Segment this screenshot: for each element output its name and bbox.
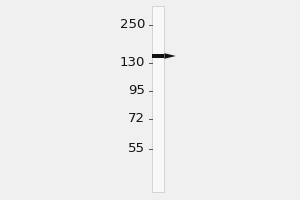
- Text: 55: 55: [128, 142, 145, 156]
- Text: 95: 95: [128, 84, 145, 97]
- Text: 250: 250: [119, 19, 145, 31]
- Bar: [152, 6, 164, 192]
- Bar: [152, 54, 164, 58]
- Text: 130: 130: [119, 56, 145, 70]
- Polygon shape: [164, 53, 176, 59]
- Text: 72: 72: [128, 112, 145, 126]
